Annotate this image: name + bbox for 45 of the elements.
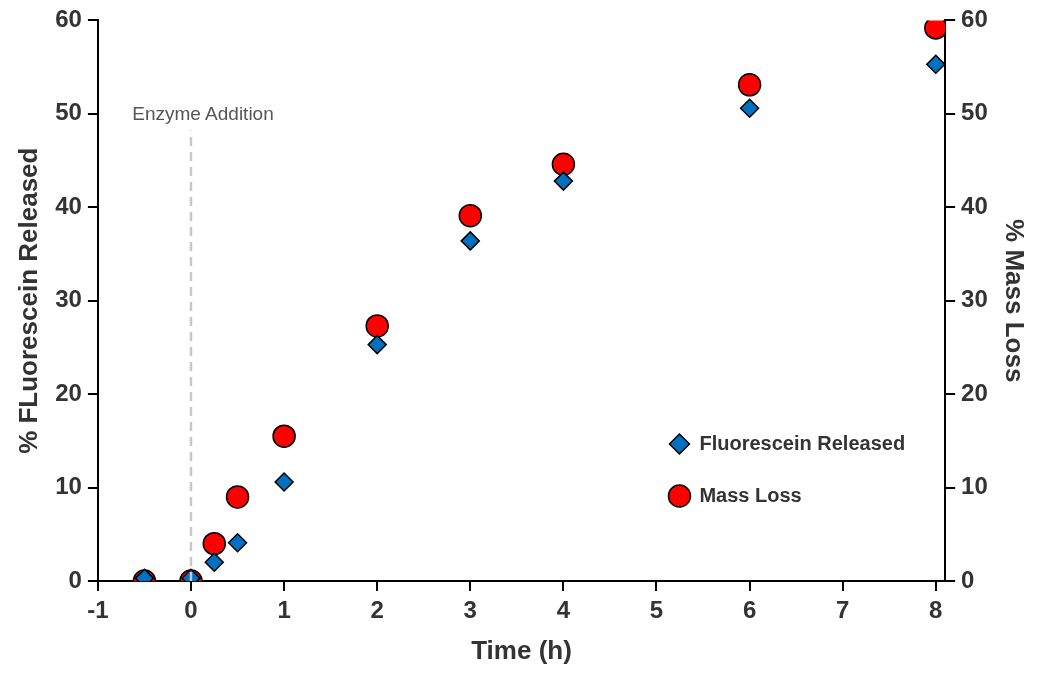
x-tick-label: 4 [556,596,571,624]
y2-axis-title: % Mass Loss [1000,219,1031,383]
x-tick-label: 7 [836,596,850,624]
point [553,171,574,191]
x-tick-label: 2 [370,596,384,624]
point [204,552,225,573]
point [225,485,250,509]
point [926,54,946,75]
point [458,203,483,228]
point [551,152,576,177]
x-tick-label: 1 [277,596,291,624]
x-tick-label: 5 [649,596,664,624]
y2-tick-label: 20 [961,378,988,406]
x-tick-label: 8 [929,596,943,624]
point [274,472,294,492]
y-tick-label: 0 [68,565,82,593]
x-tick-label: 0 [184,596,198,624]
y2-tick-label: 60 [961,5,988,33]
y2-tick-label: 30 [961,285,988,313]
x-axis-title: Time (h) [471,634,572,665]
legend-label: Mass Loss [699,483,802,506]
x-tick-label: 3 [463,596,477,624]
y-axis-title: % FLuorescein Released [12,147,43,454]
point [367,334,387,355]
y-tick-label: 10 [55,472,82,500]
point [202,531,227,556]
point [227,532,248,553]
point [739,98,760,118]
y2-tick-label: 40 [961,191,988,219]
ref-line-label: Enzyme Addition [132,103,274,125]
y-tick-label: 30 [55,285,82,313]
point [737,73,762,97]
point [365,314,389,338]
y-tick-label: 50 [55,98,82,126]
point [272,424,296,448]
x-tick-label: 6 [742,596,757,624]
point [460,231,481,251]
x-tick-label: -1 [87,596,109,624]
y-tick-label: 60 [55,5,82,33]
y2-tick-label: 50 [961,98,988,126]
y2-tick-label: 10 [961,472,988,500]
legend-label: Fluorescein Released [699,431,906,454]
y2-tick-label: 0 [961,565,975,593]
y-tick-label: 20 [55,378,82,406]
y-tick-label: 40 [55,191,82,219]
